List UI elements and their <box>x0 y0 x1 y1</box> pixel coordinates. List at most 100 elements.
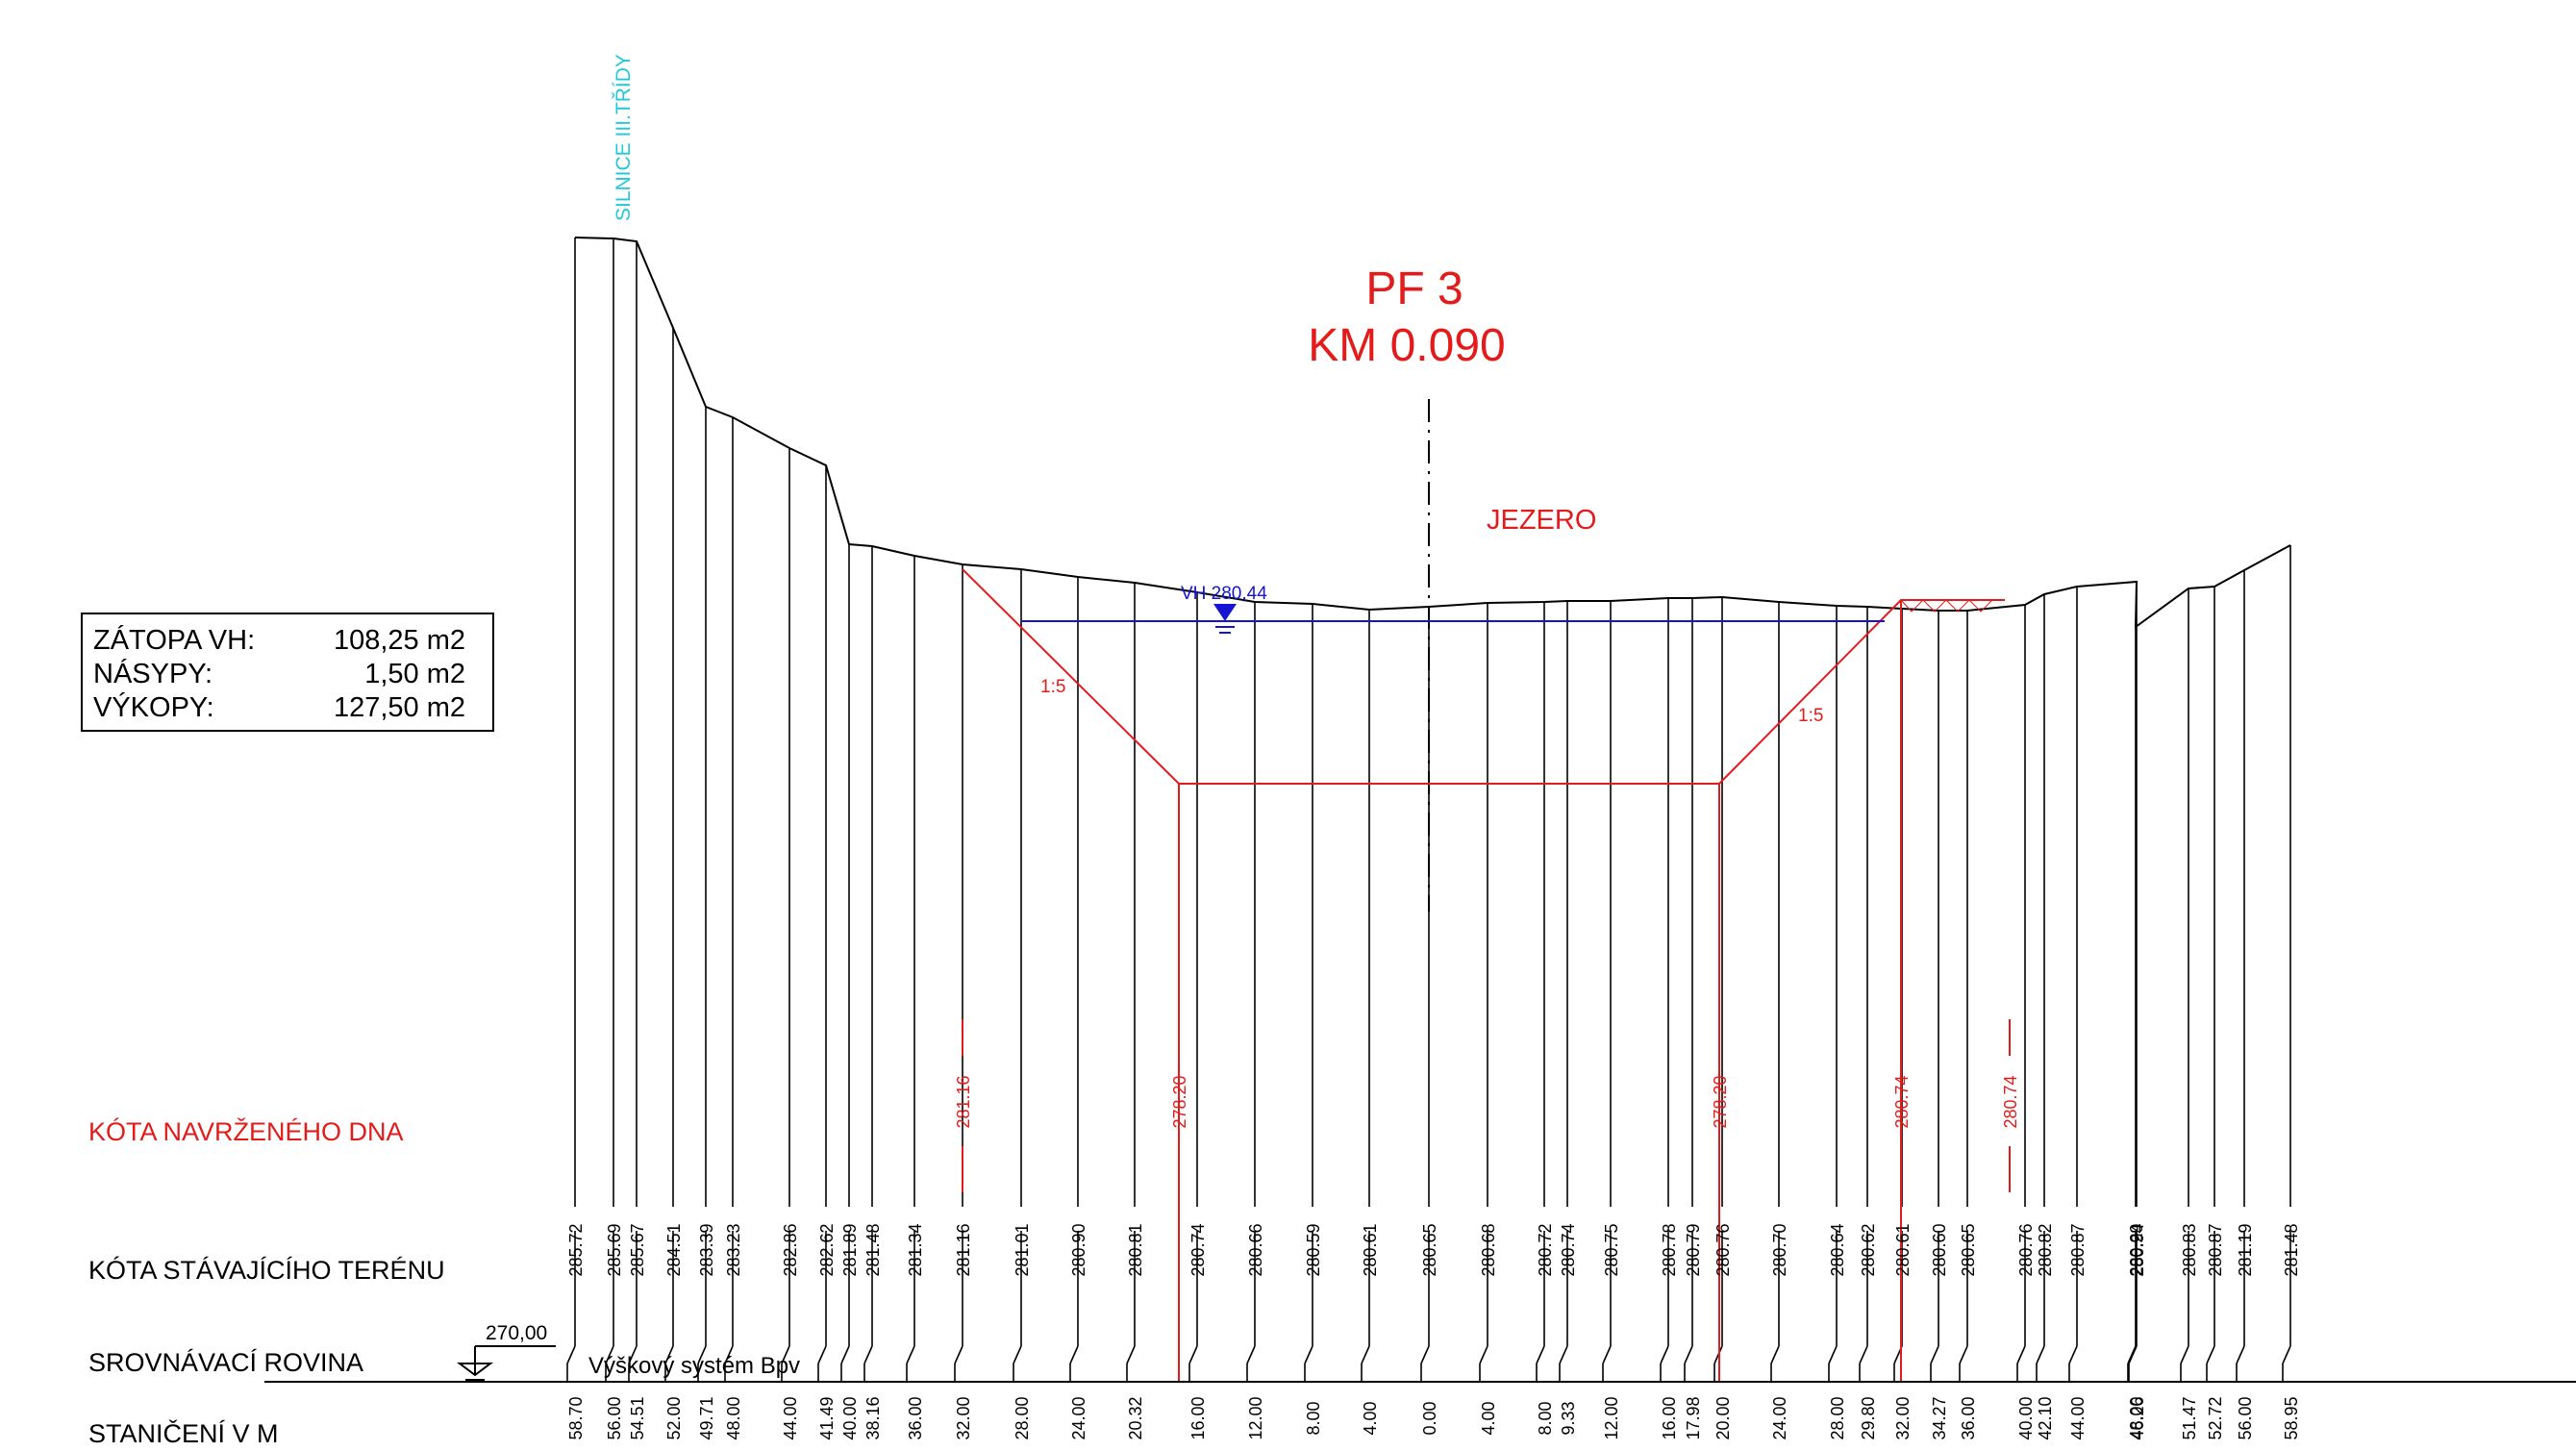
terrain-elevation-label: 280.59 <box>1304 1223 1323 1276</box>
station-label: 40.00 <box>840 1396 860 1439</box>
terrain-elevation-label: 281.89 <box>840 1223 860 1276</box>
terrain-elevation-label: 280.74 <box>1188 1223 1208 1276</box>
terrain-tick-bend <box>1246 1345 1256 1364</box>
station-label: 28.00 <box>1828 1396 1847 1439</box>
station-label: 20.00 <box>1713 1396 1733 1439</box>
terrain-elevation-label: 280.76 <box>1713 1223 1733 1276</box>
station-label: 17.98 <box>1684 1396 1703 1439</box>
terrain-tick-bend <box>664 1345 674 1364</box>
terrain-tick-bend <box>840 1345 850 1364</box>
terrain-elevation-label: 280.65 <box>1420 1223 1439 1276</box>
terrain-tick-bend <box>1013 1345 1022 1364</box>
terrain-tick-bend <box>2282 1345 2291 1364</box>
area-cut-name: VÝKOPY: <box>93 691 214 723</box>
station-label: 46.26 <box>2128 1396 2147 1439</box>
station-label: 32.00 <box>1893 1396 1913 1439</box>
station-label: 16.00 <box>1188 1396 1208 1439</box>
terrain-elevation-label: 280.94 <box>2128 1223 2147 1276</box>
terrain-tick-bend <box>906 1345 915 1364</box>
terrain-tick-bend <box>1361 1345 1370 1364</box>
terrain-tick-bend <box>2036 1345 2045 1364</box>
terrain-tick-bend <box>2236 1345 2245 1364</box>
terrain-elevation-label: 285.67 <box>628 1223 647 1276</box>
terrain-line <box>574 237 2291 629</box>
terrain-tick-bend <box>566 1345 576 1364</box>
terrain-tick-bend <box>1536 1345 1545 1364</box>
stations: 58.70 56.00 54.51 52.00 49.71 48.00 44.00 41.49… <box>566 1396 2301 1439</box>
terrain-tick-bend <box>1660 1345 1669 1364</box>
terrain-elevation-label: 280.87 <box>2206 1223 2225 1276</box>
terrain-elevation-label: 280.83 <box>2180 1223 2199 1276</box>
terrain-tick-bend <box>697 1345 707 1364</box>
terrain-elevation-label: 282.62 <box>817 1223 837 1276</box>
terrain-elevation-label: 285.72 <box>566 1223 586 1276</box>
terrain-tick-bend <box>863 1345 873 1364</box>
station-label: 9.33 <box>1559 1401 1578 1435</box>
station-label: 58.70 <box>566 1396 586 1439</box>
station-label: 42.10 <box>2036 1396 2055 1439</box>
terrain-elevation-label: 280.76 <box>2016 1223 2036 1276</box>
terrain-tick-bend <box>1828 1345 1838 1364</box>
station-label: 36.00 <box>906 1396 925 1439</box>
station-label: 29.80 <box>1859 1396 1878 1439</box>
terrain-tick-bend <box>1559 1345 1568 1364</box>
terrain-tick-bend <box>781 1345 790 1364</box>
terrain-elevation-label: 281.48 <box>2282 1223 2301 1276</box>
terrain-tick-bend <box>1684 1345 1693 1364</box>
terrain-elevation-label: 281.34 <box>906 1223 925 1276</box>
station-label: 52.72 <box>2206 1396 2225 1439</box>
terrain-elevation-label: 281.48 <box>863 1223 883 1276</box>
terrain-elevation-label: 280.74 <box>1559 1223 1578 1276</box>
terrain-tick-bend <box>954 1345 963 1364</box>
terrain-elevation-label: 284.51 <box>664 1223 684 1276</box>
design-elevation-label: 278.20 <box>1170 1075 1189 1128</box>
embankment-hatch <box>1900 599 1993 613</box>
station-label: 48.00 <box>2127 1396 2146 1439</box>
terrain-tick-bend <box>817 1345 827 1364</box>
area-cut-value: 127,50 m2 <box>334 692 465 723</box>
terrain-tick-bend <box>1930 1345 1939 1364</box>
station-label: 34.27 <box>1930 1396 1949 1439</box>
water-level-icon <box>1213 604 1237 621</box>
terrain-elevation-label: 280.72 <box>1536 1223 1555 1276</box>
terrain-tick-bend <box>1770 1345 1780 1364</box>
terrain-tick-bend <box>2206 1345 2215 1364</box>
station-label: 49.71 <box>697 1396 716 1439</box>
station-label: 4.00 <box>1479 1401 1498 1435</box>
terrain-tick-bend <box>1420 1345 1430 1364</box>
terrain-elevation-label: 280.75 <box>1602 1223 1621 1276</box>
terrain-elevation-label: 280.81 <box>1126 1223 1145 1276</box>
terrain-elevation-label: 283.23 <box>724 1223 743 1276</box>
terrain-elevation-label: 280.62 <box>1859 1223 1878 1276</box>
terrain-elevation-label: 282.86 <box>781 1223 800 1276</box>
terrain-tick-bend <box>1602 1345 1612 1364</box>
station-label: 24.00 <box>1770 1396 1789 1439</box>
area-flood-value: 108,25 m2 <box>334 625 465 656</box>
station-label: 52.00 <box>664 1396 684 1439</box>
area-fill-value: 1,50 m2 <box>364 659 465 689</box>
station-label: 51.47 <box>2180 1396 2199 1439</box>
terrain-elevation-label: 285.69 <box>605 1223 624 1276</box>
profile-title: PF 3 <box>1365 263 1463 314</box>
station-label: 12.00 <box>1246 1396 1265 1439</box>
station-label: 32.00 <box>954 1396 973 1439</box>
station-label: 0.00 <box>1420 1401 1439 1435</box>
terrain-elevation-label: 280.79 <box>1684 1223 1703 1276</box>
terrain-tick-bend <box>724 1345 734 1364</box>
station-label: 8.00 <box>1304 1401 1323 1435</box>
terrain-tick-bend <box>1479 1345 1488 1364</box>
terrain-elevation-label: 280.61 <box>1893 1223 1913 1276</box>
terrain-elevation-label: 280.90 <box>1069 1223 1088 1276</box>
terrain-elevation-label: 280.60 <box>1930 1223 1949 1276</box>
station-label: 44.00 <box>781 1396 800 1439</box>
station-label: 36.00 <box>1959 1396 1978 1439</box>
terrain-tick-bend <box>2180 1345 2189 1364</box>
station-label: 58.95 <box>2282 1396 2301 1439</box>
terrain-tick-bend <box>2127 1345 2137 1364</box>
profile-km: KM 0.090 <box>1308 320 1505 371</box>
terrain-tick-bend <box>1859 1345 1868 1364</box>
terrain-elevation-label: 280.87 <box>2068 1223 2088 1276</box>
datum-system: Výškový systém Bpv <box>588 1353 800 1379</box>
station-label: 16.00 <box>1660 1396 1679 1439</box>
